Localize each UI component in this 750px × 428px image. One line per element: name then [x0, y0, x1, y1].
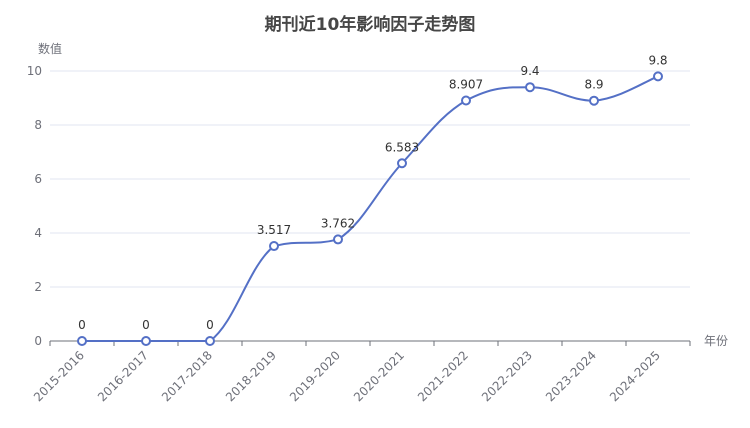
- data-label: 8.9: [584, 78, 603, 92]
- x-tick-label: 2020-2021: [351, 348, 407, 404]
- data-point: [141, 336, 151, 346]
- data-label: 0: [78, 318, 86, 332]
- x-tick-label: 2023-2024: [543, 348, 599, 404]
- grid-lines: [50, 70, 690, 288]
- y-tick-label: 0: [34, 334, 42, 348]
- data-point: [397, 158, 407, 169]
- data-point: [653, 71, 663, 82]
- data-point: [461, 95, 471, 106]
- data-label: 0: [206, 318, 214, 332]
- data-label: 9.8: [648, 53, 667, 67]
- data-point: [205, 336, 215, 346]
- data-label: 9.4: [520, 64, 539, 78]
- x-tick-label: 2021-2022: [415, 348, 471, 404]
- x-axis-ticks: 2015-2016 2016-2017 2017-2018 2018-2019 2019…: [31, 348, 663, 404]
- x-tick-label: 2016-2017: [95, 348, 151, 404]
- data-point: [589, 95, 599, 106]
- x-tick-label: 2024-2025: [607, 348, 663, 404]
- y-axis-name: 数值: [38, 41, 62, 56]
- x-tick-label: 2022-2023: [479, 348, 535, 404]
- y-tick-label: 4: [34, 226, 42, 240]
- chart-title: 期刊近10年影响因子走势图: [265, 14, 476, 35]
- data-label: 8.907: [449, 78, 483, 92]
- x-tick-label: 2018-2019: [223, 348, 279, 404]
- x-tick-label: 2015-2016: [31, 348, 87, 404]
- data-label: 3.762: [321, 216, 355, 230]
- data-label: 6.583: [385, 140, 419, 154]
- data-label: 3.517: [257, 223, 291, 237]
- data-points: [77, 71, 663, 346]
- data-point: [525, 82, 535, 93]
- y-tick-label: 8: [34, 118, 42, 132]
- y-axis-ticks: 0 2 4 6 8 10: [27, 64, 42, 348]
- y-tick-label: 6: [34, 172, 42, 186]
- data-point: [77, 336, 87, 346]
- x-tick-label: 2017-2018: [159, 348, 215, 404]
- series-line: [81, 75, 659, 342]
- data-labels: 0 0 0 3.517 3.762 6.583 8.907 9.4 8.9 9.8: [78, 53, 667, 332]
- y-tick-label: 2: [34, 280, 42, 294]
- data-point: [269, 241, 279, 252]
- x-axis-name: 年份: [704, 334, 728, 348]
- series-line-group: [81, 75, 659, 342]
- y-tick-label: 10: [27, 64, 42, 78]
- data-point: [333, 234, 343, 245]
- x-tick-label: 2019-2020: [287, 348, 343, 404]
- data-label: 0: [142, 318, 150, 332]
